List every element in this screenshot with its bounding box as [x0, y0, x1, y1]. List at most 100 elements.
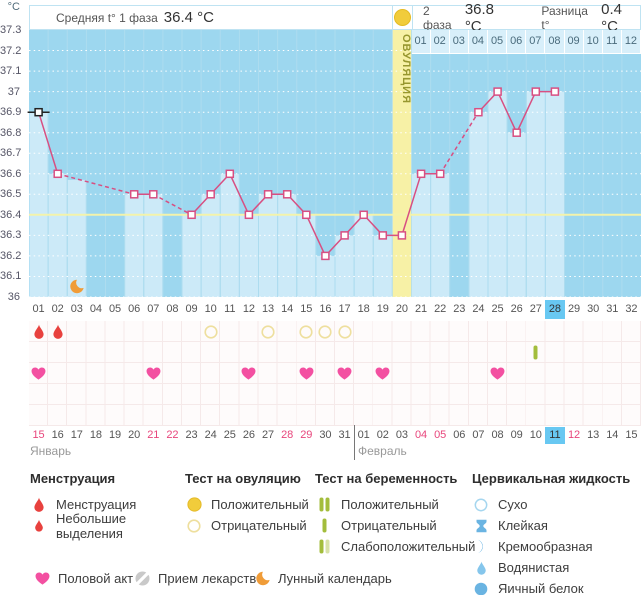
- cycle-day-cell[interactable]: 15: [300, 303, 313, 315]
- temp-marker-day-24[interactable]: [474, 107, 483, 117]
- temp-marker-day-6[interactable]: [129, 190, 139, 199]
- intercourse-heart[interactable]: [144, 363, 163, 384]
- cycle-day-cell[interactable]: 17: [338, 303, 351, 315]
- cycle-day-cell[interactable]: 18: [357, 303, 370, 315]
- cf-watery: [472, 561, 490, 575]
- ovulation-header-cell: [393, 6, 413, 29]
- legend-item-label: Прием лекарств: [158, 571, 257, 586]
- cycle-day-cell[interactable]: 22: [434, 303, 447, 315]
- temp-marker-day-26[interactable]: [512, 128, 521, 137]
- cycle-day-cell[interactable]: 27: [529, 303, 542, 315]
- menstruation-drop: [30, 497, 48, 512]
- menstruation-drop[interactable]: [48, 321, 67, 342]
- cycle-day-cell[interactable]: 20: [395, 303, 409, 315]
- temp-marker-day-19[interactable]: [378, 231, 388, 240]
- intercourse-heart[interactable]: [373, 363, 392, 384]
- temp-marker-day-20[interactable]: [397, 231, 407, 240]
- date-cell: 15: [32, 429, 45, 441]
- cycle-day-cell[interactable]: 16: [319, 303, 332, 315]
- lunar: [253, 571, 271, 586]
- legend-item: Положительный: [185, 494, 315, 515]
- cycle-day-cell[interactable]: 28: [545, 300, 565, 319]
- legend-item-label: Отрицательный: [211, 518, 307, 533]
- temp-marker-day-14[interactable]: [282, 190, 292, 199]
- legend-item-label: Положительный: [341, 497, 439, 512]
- temp-marker-day-7[interactable]: [149, 190, 158, 199]
- date-cell: 07: [472, 429, 485, 441]
- cycle-day-cell[interactable]: 31: [606, 303, 619, 315]
- intercourse-heart[interactable]: [29, 363, 48, 384]
- cycle-day-cell[interactable]: 24: [472, 303, 485, 315]
- legend-item: Лунный календарь: [253, 571, 392, 586]
- temp-marker-day-22[interactable]: [435, 169, 445, 179]
- pregnancy-test-negative[interactable]: [526, 342, 545, 363]
- cycle-day-cell[interactable]: 29: [567, 303, 581, 315]
- cycle-day-cell[interactable]: 10: [204, 303, 217, 315]
- phase2-label: 2 фаза: [423, 3, 452, 32]
- medication: [133, 571, 151, 586]
- dpo-cell: 09: [564, 30, 584, 54]
- temp-marker-day-16[interactable]: [321, 251, 330, 261]
- cycle-day-cell[interactable]: 13: [261, 303, 275, 315]
- temp-marker-day-11[interactable]: [225, 169, 235, 179]
- cycle-day-cell[interactable]: 09: [185, 303, 198, 315]
- cycle-day-cell[interactable]: 14: [281, 303, 294, 315]
- legend-item: Отрицательный: [185, 515, 315, 536]
- ovulation-test-negative[interactable]: [316, 321, 335, 342]
- cycle-day-cell[interactable]: 25: [491, 303, 504, 315]
- ovulation-test-negative[interactable]: [259, 321, 278, 342]
- temp-marker-day-17[interactable]: [340, 231, 349, 240]
- y-tick-label: 37: [7, 85, 20, 98]
- dpo-cell: 04: [468, 30, 488, 54]
- cycle-day-cell[interactable]: 07: [147, 303, 160, 315]
- cycle-day-cell[interactable]: 11: [224, 303, 236, 315]
- intercourse-heart[interactable]: [488, 363, 507, 384]
- cycle-day-cell[interactable]: 26: [510, 303, 523, 315]
- date-cell: 10: [529, 429, 542, 441]
- cycle-day-cell[interactable]: 06: [128, 303, 141, 315]
- temp-marker-day-18[interactable]: [359, 210, 368, 220]
- temp-marker-day-13[interactable]: [263, 190, 273, 199]
- legend-group-title: Цервикальная жидкость: [472, 471, 631, 486]
- legend-item-label: Положительный: [211, 497, 309, 512]
- pregnancy-test-weak: [315, 539, 333, 554]
- temp-marker-day-12[interactable]: [244, 210, 254, 220]
- ovulation-test-negative[interactable]: [297, 321, 316, 342]
- legend-group: Менструация Менструация Небольшие выделени…: [30, 471, 185, 595]
- intercourse-heart[interactable]: [335, 363, 354, 384]
- cycle-day-cell[interactable]: 32: [625, 303, 638, 315]
- date-cell: 14: [606, 429, 619, 441]
- y-tick-label: 37.1: [0, 65, 22, 78]
- temp-marker-day-15[interactable]: [302, 210, 311, 220]
- intercourse-heart[interactable]: [239, 363, 258, 384]
- temp-marker-day-1[interactable]: [34, 107, 43, 117]
- cycle-day-cell[interactable]: 01: [32, 303, 45, 315]
- temp-marker-day-9[interactable]: [187, 210, 196, 220]
- temp-marker-day-28[interactable]: [550, 87, 560, 96]
- ovulation-test-negative[interactable]: [335, 321, 354, 342]
- cycle-day-cell[interactable]: 19: [376, 303, 389, 315]
- ovulation-test-negative[interactable]: [201, 321, 220, 342]
- cycle-day-cell[interactable]: 23: [453, 303, 466, 315]
- events-grid: [29, 321, 641, 426]
- intercourse-heart[interactable]: [297, 363, 316, 384]
- temp-marker-day-25[interactable]: [493, 87, 502, 96]
- temp-marker-day-21[interactable]: [416, 169, 426, 179]
- temp-marker-day-2[interactable]: [53, 169, 62, 179]
- cycle-day-cell[interactable]: 05: [108, 303, 122, 315]
- temp-marker-day-27[interactable]: [531, 87, 541, 96]
- ovulation-day-icon: [394, 9, 411, 26]
- cycle-day-cell[interactable]: 21: [414, 303, 428, 315]
- cycle-day-cell[interactable]: 12: [242, 303, 256, 315]
- temp-marker-day-10[interactable]: [206, 190, 215, 199]
- menstruation-drop[interactable]: [29, 321, 48, 342]
- cycle-day-cell[interactable]: 03: [70, 303, 83, 315]
- cycle-day-cell[interactable]: 02: [51, 303, 64, 315]
- date-cell: 13: [587, 429, 600, 441]
- cycle-day-cell[interactable]: 08: [166, 303, 179, 315]
- legend-item: Яичный белок: [472, 578, 644, 595]
- cycle-day-cell[interactable]: 30: [587, 303, 600, 315]
- cycle-day-cell[interactable]: 04: [89, 303, 103, 315]
- cf-sticky: [472, 519, 490, 533]
- date-cell: 28: [281, 429, 294, 441]
